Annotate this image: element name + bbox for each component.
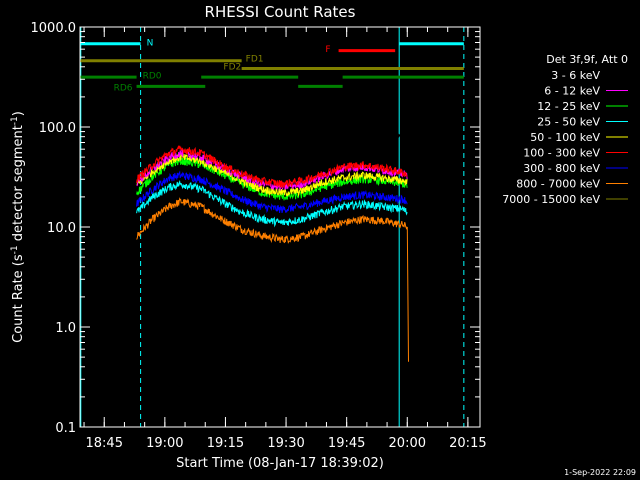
x-tick-label: 18:45 — [86, 436, 123, 451]
y-tick-label: 1000.0 — [31, 21, 77, 36]
x-tick-label: 19:30 — [267, 436, 304, 451]
x-tick-label: 19:00 — [146, 436, 183, 451]
x-tick-label: 19:15 — [207, 436, 244, 451]
y-axis-label-part2: detector segment — [11, 125, 26, 245]
footer-date: 1-Sep-2022 22:09 — [564, 468, 636, 477]
x-tick-label: 20:15 — [449, 436, 486, 451]
y-axis-label-sup1: -1 — [10, 245, 20, 254]
annotation-label-rd0: RD0 — [143, 71, 162, 81]
y-axis-label: Count Rate (s-1 detector segment-1) — [10, 111, 26, 343]
legend-label-0: 3 - 6 keV — [551, 69, 600, 82]
annotation-label-n: N — [147, 38, 154, 48]
series-line-7 — [136, 197, 409, 362]
y-axis-label-part3: ) — [11, 111, 26, 116]
y-tick-label: 1.0 — [55, 321, 76, 336]
legend-label-6: 300 - 800 keV — [523, 162, 600, 175]
legend: Det 3f,9f, Att 0 3 - 6 keV 6 - 12 keV 12 -… — [502, 53, 628, 206]
y-tick-label: 10.0 — [47, 221, 76, 236]
annotation-label-fd1: FD1 — [246, 55, 264, 65]
legend-label-2: 12 - 25 keV — [537, 100, 600, 113]
y-axis-label-part1: Count Rate (s — [11, 254, 26, 343]
x-tick-label: 20:00 — [389, 436, 426, 451]
y-axis-label-sup2: -1 — [10, 116, 20, 125]
annotation-label-rd6: RD6 — [114, 83, 133, 93]
legend-label-7: 800 - 7000 keV — [516, 178, 600, 191]
legend-label-1: 6 - 12 keV — [544, 85, 600, 98]
annotation-label-f: F — [325, 45, 330, 55]
chart-title: RHESSI Count Rates — [205, 3, 356, 21]
legend-label-3: 25 - 50 keV — [537, 116, 600, 129]
legend-label-5: 100 - 300 keV — [523, 147, 600, 160]
series-line-6 — [136, 170, 408, 214]
series-line-0 — [136, 119, 408, 140]
y-tick-label: 100.0 — [39, 121, 76, 136]
x-tick-label: 19:45 — [328, 436, 365, 451]
series-line-3 — [136, 180, 408, 228]
legend-label-8: 7000 - 15000 keV — [502, 193, 600, 206]
series-line-5 — [136, 144, 408, 188]
x-axis-label: Start Time (08-Jan-17 18:39:02) — [176, 456, 384, 471]
y-tick-label: 0.1 — [55, 421, 76, 436]
legend-header: Det 3f,9f, Att 0 — [546, 53, 628, 66]
annotation-label-fd2: FD2 — [223, 63, 241, 73]
legend-label-4: 50 - 100 keV — [530, 131, 600, 144]
